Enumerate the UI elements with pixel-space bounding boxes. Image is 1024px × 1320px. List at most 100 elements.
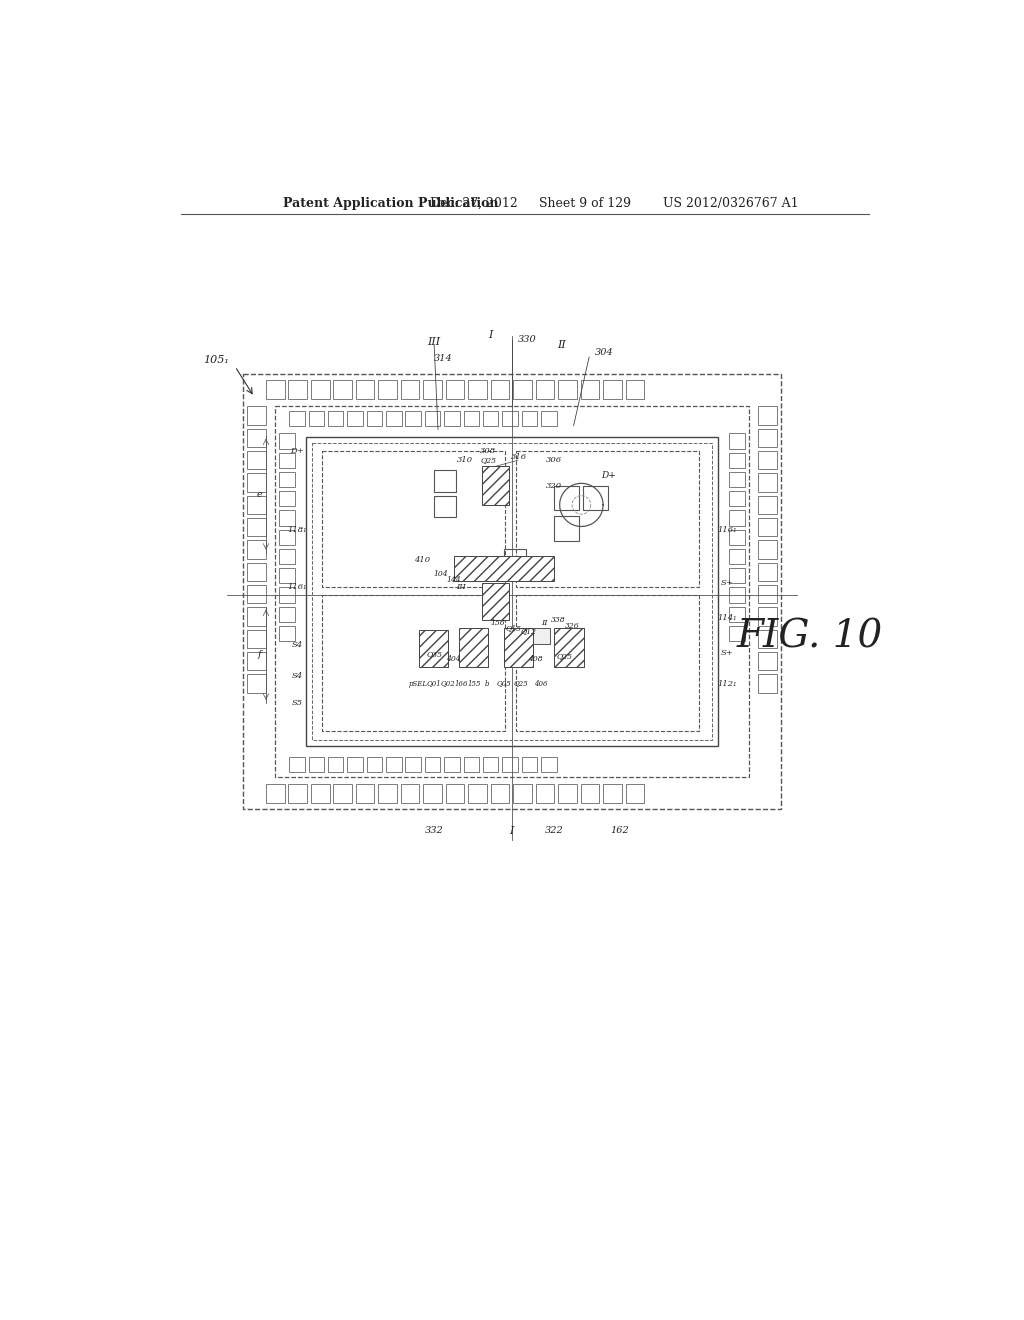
- Text: 116₁: 116₁: [718, 525, 737, 533]
- Bar: [554, 486, 579, 511]
- Bar: [248, 675, 266, 693]
- Text: 406: 406: [535, 680, 548, 688]
- Bar: [515, 595, 699, 731]
- Bar: [378, 784, 397, 803]
- Bar: [280, 433, 295, 449]
- Text: III: III: [428, 337, 440, 347]
- Text: 308: 308: [480, 447, 497, 455]
- Bar: [378, 380, 397, 399]
- Text: II: II: [541, 619, 548, 627]
- Bar: [312, 444, 712, 739]
- Text: 112₁: 112₁: [718, 680, 737, 688]
- Bar: [367, 411, 382, 426]
- Bar: [248, 451, 266, 470]
- Text: 105₁: 105₁: [203, 355, 228, 366]
- Bar: [459, 628, 488, 667]
- Bar: [729, 568, 744, 583]
- Bar: [289, 784, 307, 803]
- Bar: [289, 411, 305, 426]
- Text: 320: 320: [546, 482, 562, 490]
- Bar: [626, 380, 644, 399]
- Text: b: b: [484, 680, 489, 688]
- Text: Q25: Q25: [556, 652, 572, 660]
- Bar: [758, 630, 776, 648]
- Text: 316: 316: [511, 453, 527, 461]
- Bar: [425, 756, 440, 772]
- Bar: [280, 549, 295, 564]
- Bar: [483, 756, 499, 772]
- Bar: [243, 374, 781, 809]
- Bar: [445, 380, 464, 399]
- Text: f: f: [258, 649, 261, 659]
- Text: I: I: [509, 825, 514, 836]
- Bar: [454, 557, 554, 581]
- Bar: [729, 511, 744, 525]
- Bar: [280, 587, 295, 603]
- Bar: [444, 411, 460, 426]
- Bar: [248, 562, 266, 581]
- Bar: [248, 607, 266, 626]
- Text: 304: 304: [595, 348, 614, 356]
- Bar: [406, 411, 421, 426]
- Bar: [519, 628, 550, 644]
- Text: D+: D+: [601, 471, 615, 480]
- Text: 116₁: 116₁: [287, 583, 307, 591]
- Text: 144: 144: [446, 577, 461, 585]
- Bar: [347, 411, 362, 426]
- Text: Q15: Q15: [506, 624, 522, 632]
- Bar: [483, 411, 499, 426]
- Bar: [322, 451, 506, 587]
- Text: 104: 104: [433, 570, 447, 578]
- Bar: [583, 486, 607, 511]
- Text: 314: 314: [434, 354, 453, 363]
- Bar: [521, 756, 538, 772]
- Text: S4: S4: [292, 672, 302, 680]
- Text: 330: 330: [518, 335, 537, 343]
- Text: Q25: Q25: [480, 457, 497, 465]
- Bar: [248, 474, 266, 492]
- Bar: [729, 549, 744, 564]
- Text: 114₁: 114₁: [718, 614, 737, 622]
- Bar: [280, 511, 295, 525]
- Bar: [334, 380, 352, 399]
- Bar: [328, 756, 343, 772]
- Bar: [554, 628, 584, 667]
- Bar: [400, 380, 420, 399]
- Bar: [554, 516, 579, 541]
- Bar: [248, 429, 266, 447]
- Bar: [289, 756, 305, 772]
- Text: 156: 156: [490, 619, 505, 627]
- Bar: [581, 784, 599, 803]
- Bar: [248, 540, 266, 558]
- Bar: [758, 496, 776, 515]
- Text: Patent Application Publication: Patent Application Publication: [283, 197, 499, 210]
- Bar: [558, 784, 577, 803]
- Bar: [729, 529, 744, 545]
- Bar: [558, 380, 577, 399]
- Bar: [406, 756, 421, 772]
- Bar: [275, 407, 749, 776]
- Text: US 2012/0326767 A1: US 2012/0326767 A1: [663, 197, 799, 210]
- Text: Q02: Q02: [440, 680, 456, 688]
- Bar: [248, 652, 266, 671]
- Bar: [308, 411, 324, 426]
- Bar: [248, 496, 266, 515]
- Text: Q12: Q12: [520, 627, 537, 635]
- Bar: [482, 466, 509, 506]
- Text: 332: 332: [425, 826, 443, 836]
- Bar: [729, 433, 744, 449]
- Bar: [603, 784, 622, 803]
- Bar: [503, 756, 518, 772]
- Bar: [347, 756, 362, 772]
- Text: 408: 408: [527, 655, 542, 663]
- Text: S+: S+: [721, 648, 733, 657]
- Bar: [280, 491, 295, 507]
- Text: 306: 306: [546, 457, 562, 465]
- Bar: [603, 380, 622, 399]
- Text: 118₁: 118₁: [287, 525, 307, 533]
- Bar: [444, 756, 460, 772]
- Bar: [729, 471, 744, 487]
- Bar: [536, 784, 554, 803]
- Bar: [356, 380, 375, 399]
- Bar: [419, 630, 449, 667]
